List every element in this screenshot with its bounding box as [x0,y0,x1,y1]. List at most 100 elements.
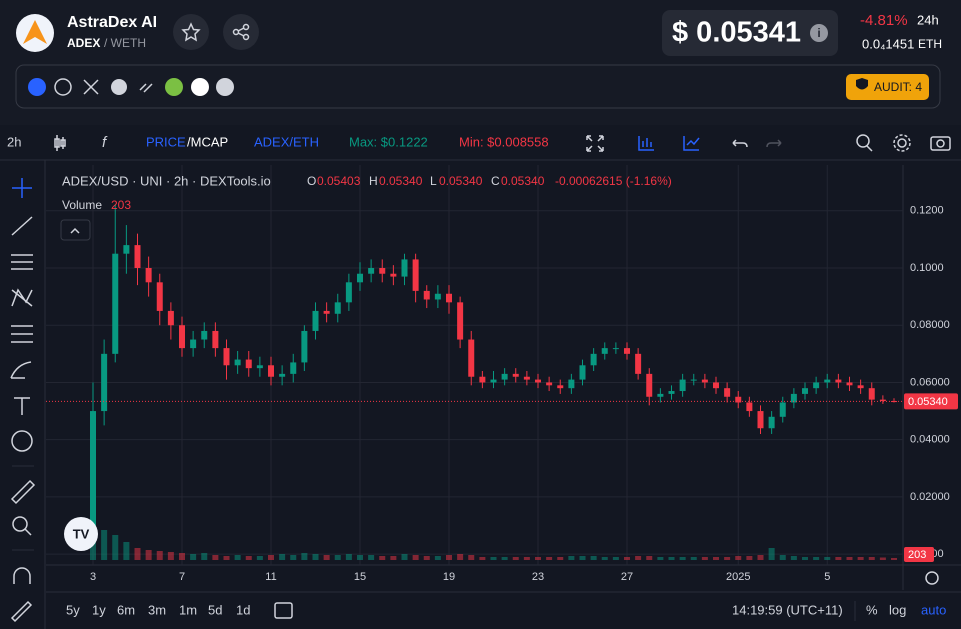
tv-logo-text: TV [73,526,90,541]
text-tool[interactable] [14,397,30,415]
pattern-tool[interactable] [11,288,33,307]
price-toggle[interactable]: PRICE [146,134,186,149]
website-icon[interactable] [54,78,72,96]
cmc-icon[interactable] [191,78,209,96]
clock: 14:19:59 (UTC+11) [732,602,843,617]
volume-bar [301,553,308,560]
pair-toggle[interactable]: ADEX/ETH [254,134,319,149]
last-price-badge [904,393,958,410]
info-icon[interactable] [810,24,828,42]
interval[interactable]: 2h [7,134,21,149]
more-icon[interactable] [216,78,234,96]
range-button[interactable]: 1y [92,602,106,617]
study-icon[interactable] [683,136,700,151]
zoom-tool[interactable] [12,516,28,532]
zoom-icon[interactable] [856,134,870,148]
volume-bar [490,557,497,560]
candle-body [501,373,508,380]
candle-body [279,373,286,377]
range-button[interactable]: 5y [66,602,80,617]
range-button[interactable]: 3m [148,602,166,617]
x-tick-label: 7 [179,571,185,583]
volume-bar [746,556,753,560]
projection-tool[interactable] [11,325,33,343]
candle-body [701,379,708,383]
candle-body [212,330,219,349]
fullscreen-icon[interactable] [586,135,604,152]
volume-bar [790,556,797,560]
y-tick-label: 0.08000 [910,319,950,331]
x-tick-label: 19 [443,571,455,583]
chart-icon[interactable] [638,136,654,151]
volume-bar [345,554,352,560]
magnet-tool[interactable] [13,567,31,584]
candle-type-icon[interactable] [54,135,66,151]
share-button[interactable] [223,14,259,50]
candle-body [256,365,263,369]
candle-body [891,401,897,403]
brush-tool[interactable] [10,361,32,379]
series [90,204,897,560]
legend-o-value: 0.05403 [317,174,361,188]
lock-tool[interactable] [10,600,33,623]
fib-tool[interactable] [11,254,33,270]
candle-body [234,359,241,366]
volume-bar [891,557,897,560]
collapse-button[interactable] [60,219,91,241]
mcap-toggle[interactable]: /MCAP [187,134,228,149]
x-icon[interactable] [83,79,99,95]
last-volume-badge [904,547,934,562]
log-toggle[interactable]: log [889,602,906,617]
volume-bar [145,550,152,560]
price-change: -4.81% [860,12,908,29]
candle-body [145,268,152,283]
line-tool[interactable] [11,216,33,236]
volume-bar [546,557,553,560]
legend-h-value: 0.05340 [379,174,423,188]
emoji-tool[interactable] [11,430,33,452]
candle-body [590,353,597,366]
crosshair-tool[interactable] [12,178,32,198]
candle-body [857,385,864,389]
indicator-icon[interactable]: f [102,134,108,151]
volume-bar [268,555,274,560]
volume-bar [234,555,241,560]
volume-bar [590,556,597,560]
legend-h: H [369,174,378,188]
undo-icon[interactable] [732,139,748,148]
candle-body [90,411,96,529]
volume-bar [357,555,363,560]
range-button[interactable]: 5d [208,602,222,617]
percent-toggle[interactable]: % [866,602,878,617]
social-icons [28,78,234,96]
range-button[interactable]: 6m [117,602,135,617]
range-button[interactable]: 1d [236,602,250,617]
candle-body [134,245,141,269]
coingecko-icon[interactable] [165,78,183,96]
candle-body [223,348,230,366]
axis-settings-icon[interactable] [925,571,939,585]
grid [46,165,903,565]
dextools-icon[interactable] [28,78,46,96]
favorite-button[interactable] [173,14,209,50]
volume-bar [657,557,664,560]
volume-bar [312,554,319,560]
candle-body [646,373,653,397]
settings-icon[interactable] [897,138,907,148]
volume-bar [123,542,130,560]
date-range-icon[interactable] [274,602,293,619]
link-icon[interactable] [139,83,153,93]
ruler-tool[interactable] [10,479,36,505]
candle-body [635,353,642,374]
auto-toggle[interactable]: auto [921,602,946,617]
volume-bar [434,556,441,560]
telegram-icon[interactable] [111,79,127,95]
candle-body [668,391,675,394]
range-button[interactable]: 1m [179,602,197,617]
tv-logo[interactable] [64,517,98,551]
candle-body [301,330,308,363]
audit-shield [856,78,868,90]
last-price-label: 0.05340 [908,396,948,408]
volume-bar [857,557,864,560]
camera-icon[interactable] [930,136,951,151]
